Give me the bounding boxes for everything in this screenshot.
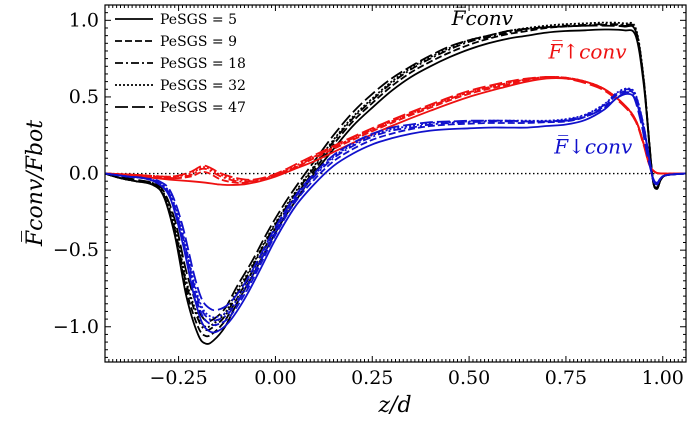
series-line-11 [105,92,686,334]
y-tick-label: 1.0 [69,9,99,31]
series-line-14 [105,87,686,319]
series-line-8 [105,76,686,183]
x-axis-label: z/d [377,393,411,418]
x-tick-label: 0.25 [351,367,393,389]
x-tick-label: 0.00 [254,367,296,389]
legend-label: PeSGS = 5 [160,12,237,28]
y-tick-label: −0.5 [53,239,99,261]
series-line-13 [105,88,686,322]
series-annotation: F̅↓conv [553,134,633,159]
x-tick-label: 0.75 [545,367,587,389]
series-annotation: F̅↑conv [547,39,627,64]
plot-frame [104,4,687,363]
y-tick-label: 0.5 [69,86,99,108]
series-annotation: F̅conv [451,5,514,30]
y-tick-label: 0.0 [69,163,99,185]
legend-label: PeSGS = 32 [160,78,246,94]
legend-label: PeSGS = 9 [160,34,237,50]
series-line-15 [105,91,686,312]
annotations: F̅conv F̅↑conv F̅↓conv [451,5,633,158]
tick-labels: −0.25 0.00 0.25 0.50 0.75 1.00 −1.0 −0.5 0.0 0.5 1… [53,9,684,389]
x-tick-label: −0.25 [149,367,207,389]
x-tick-label: 1.00 [642,367,684,389]
series-line-7 [105,75,686,184]
legend: PeSGS = 5 PeSGS = 9 PeSGS = 18 PeSGS = 32 Pe… [115,12,246,116]
legend-label: PeSGS = 18 [160,56,246,72]
legend-label: PeSGS = 47 [160,100,246,116]
series-lines [105,21,686,345]
series-line-10 [105,76,686,181]
y-axis-label: F̅conv/Fbot [21,120,48,247]
y-tick-label: −1.0 [53,316,99,338]
x-tick-label: 0.50 [448,367,490,389]
series-line-2 [105,23,686,338]
series-line-4 [105,21,686,329]
